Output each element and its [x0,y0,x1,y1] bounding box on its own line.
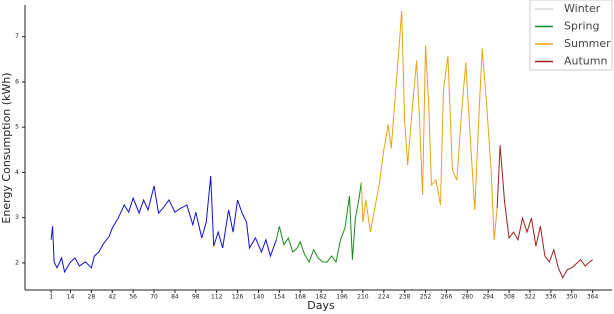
y-tick-label: 2 [15,259,19,266]
legend-box [529,0,613,71]
x-axis-label: Days [307,299,335,312]
y-tick-label: 5 [15,124,19,131]
x-tick-label: 196 [336,294,348,301]
x-tick-label: 14 [67,294,75,301]
y-tick-label: 6 [15,78,19,85]
x-tick-label: 140 [253,294,265,301]
legend-label: Autumn [564,55,607,68]
x-tick-label: 56 [129,294,137,301]
x-tick-label: 322 [524,294,536,301]
x-tick-label: 280 [462,294,474,301]
x-tick-label: 294 [482,294,494,301]
line [496,145,593,279]
x-tick-label: 308 [503,294,515,301]
x-tick-label: 350 [566,294,578,301]
x-tick-label: 364 [587,294,599,301]
x-tick-label: 70 [150,294,158,301]
x-tick-label: 210 [357,294,369,301]
line [275,182,362,264]
x-tick-label: 168 [294,294,306,301]
x-tick-label: 42 [108,294,116,301]
x-tick-label: 112 [211,294,223,301]
y-tick-label: 4 [15,169,19,176]
x-tick-label: 84 [171,294,179,301]
legend-label: Winter [564,2,601,15]
x-tick-label: 252 [420,294,432,301]
line [50,175,277,274]
x-tick-label: 224 [378,294,390,301]
x-tick-label: 126 [232,294,244,301]
x-tick-label: 182 [315,294,327,301]
x-tick-label: 28 [88,294,96,301]
legend-label: Spring [564,20,600,33]
x-tick-label: 154 [274,294,286,301]
y-axis-label: Energy Consumption (kWh) [0,72,13,223]
y-tick-label: 7 [15,33,19,40]
legend-label: Summer [564,37,611,50]
line [360,10,498,240]
x-tick-label: 266 [441,294,453,301]
y-tick-label: 3 [15,214,19,221]
x-tick-label: 238 [399,294,411,301]
x-tick-label: 98 [192,294,200,301]
x-tick-label: 336 [545,294,557,301]
x-tick-label: 1 [49,294,53,301]
